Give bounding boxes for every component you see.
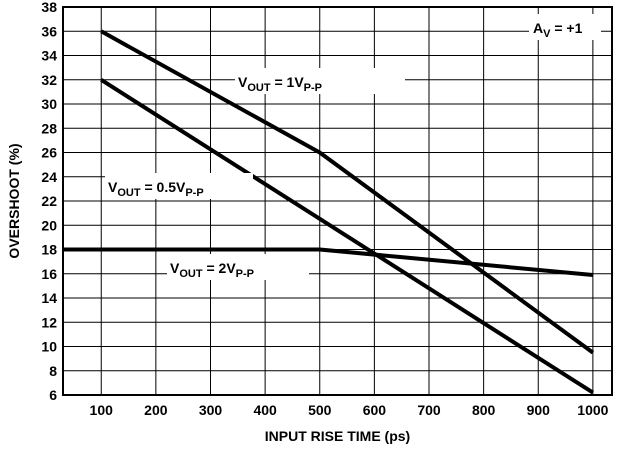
series-lines [63,29,595,395]
x-tick-label: 100 [90,402,114,418]
series-label-1-part: = 1V [271,74,305,90]
y-tick-label: 14 [41,290,57,306]
y-tick-label: 26 [41,145,57,161]
series-label-1-sub: OUT [247,82,271,94]
x-axis-title: INPUT RISE TIME (ps) [265,428,410,444]
gain-annotation: AV = +1 [533,20,583,40]
y-tick-label: 34 [41,48,57,64]
series-line-1 [100,29,595,355]
y-tick-label: 38 [41,0,57,15]
gain-annotation-part: = +1 [550,20,582,36]
y-tick-label: 18 [41,242,57,258]
y-tick-label: 24 [41,169,57,185]
x-tick-label: 700 [417,402,441,418]
y-tick-label: 6 [49,387,57,403]
x-tick-label: 1000 [577,402,608,418]
series-label-3: VOUT = 2VP-P [170,260,254,280]
x-tick-label: 400 [253,402,277,418]
x-tick-label: 500 [308,402,332,418]
series-label-2-part: = 0.5V [141,179,186,195]
series-label-1-sub: P-P [304,82,322,94]
y-tick-label: 8 [49,363,57,379]
series-line-3 [63,247,594,277]
y-tick-label: 36 [41,23,57,39]
x-tick-label: 200 [144,402,168,418]
series-label-2-part: V [108,179,118,195]
y-tick-label: 12 [41,314,57,330]
y-tick-label: 20 [41,217,57,233]
series-label-2-bg [105,173,253,199]
plot-frame [62,6,613,396]
gain-annotation-part: A [533,20,543,36]
x-tick-label: 900 [527,402,551,418]
y-tick-label: 22 [41,193,57,209]
series-line-2 [100,78,594,395]
series-label-3-part: V [170,260,180,276]
series-label-2: VOUT = 0.5VP-P [108,179,204,199]
y-tick-label: 28 [41,120,57,136]
y-tick-label: 32 [41,72,57,88]
tick-labels: 6 8 10 12 14 16 18 20 22 24 26 28 30 32 34 36 38 100 200 30… [41,0,608,418]
series-label-3-part: = 2V [203,260,237,276]
grid [63,7,612,395]
series-label-1-part: V [238,74,248,90]
x-tick-label: 800 [472,402,496,418]
x-tick-label: 600 [363,402,387,418]
series-label-3-bg [167,254,309,280]
series-label-1: VOUT = 1VP-P [238,74,322,94]
series-label-3-sub: P-P [236,268,254,280]
gain-annotation-bg [529,14,601,40]
series-label-2-sub: OUT [117,187,141,199]
y-tick-label: 10 [41,339,57,355]
x-tick-label: 300 [199,402,223,418]
y-axis-title: OVERSHOOT (%) [6,143,22,258]
gain-annotation-sub: V [543,28,551,40]
y-tick-label: 30 [41,96,57,112]
series-label-3-sub: OUT [179,268,203,280]
series-label-2-sub: P-P [185,187,203,199]
y-tick-label: 16 [41,266,57,282]
series-label-1-bg [235,68,405,94]
